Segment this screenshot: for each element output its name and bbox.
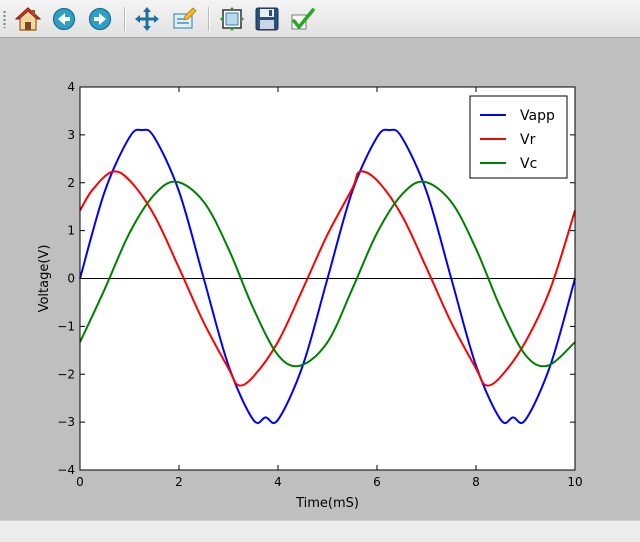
back-button[interactable]: [50, 5, 78, 33]
series-line-vapp: [79, 128, 576, 424]
x-tick-label: 4: [274, 475, 282, 489]
legend-box: [469, 95, 568, 179]
forward-icon: [88, 7, 112, 31]
x-axis-label: Time(mS): [295, 496, 359, 511]
legend-label-vc: Vc: [520, 156, 537, 172]
series-line-vr: [79, 170, 576, 387]
zoom-button[interactable]: [170, 5, 198, 33]
x-tick-label: 6: [373, 475, 381, 489]
legend-label-vapp: Vapp: [520, 108, 555, 124]
y-tick-label: 0: [67, 272, 75, 286]
y-tick-label: 3: [67, 128, 75, 142]
x-tick-label: 2: [175, 475, 183, 489]
y-tick-label: 1: [67, 224, 75, 238]
toolbar-grip[interactable]: [3, 10, 6, 28]
subplots-button[interactable]: [218, 5, 246, 33]
x-tick-label: 10: [567, 475, 582, 489]
legend: Vapp Vr Vc: [469, 95, 568, 179]
y-axis-label: Voltage(V): [37, 245, 52, 313]
legend-label-vr: Vr: [520, 132, 536, 148]
home-icon: [15, 7, 41, 31]
status-bar: [0, 520, 640, 542]
toolbar-separator: [208, 7, 210, 31]
y-tick-label: −4: [57, 463, 75, 477]
save-icon: [255, 7, 279, 31]
edit-curves-button[interactable]: [288, 5, 316, 33]
save-button[interactable]: [253, 5, 281, 33]
y-tick-label: −2: [57, 367, 75, 381]
pan-button[interactable]: [133, 5, 161, 33]
x-tick-label: 0: [76, 475, 84, 489]
series-line-vc: [79, 180, 576, 368]
y-tick-label: 2: [67, 176, 75, 190]
y-tick-label: −3: [57, 415, 75, 429]
edit-curves-icon: [291, 8, 315, 30]
toolbar: [0, 0, 640, 38]
y-tick-label: 4: [67, 80, 75, 94]
pan-icon: [135, 7, 159, 31]
toolbar-separator: [124, 7, 126, 31]
x-tick-label: 8: [472, 475, 480, 489]
back-icon: [52, 7, 76, 31]
subplots-icon: [220, 7, 244, 31]
home-button[interactable]: [14, 5, 42, 33]
figure-canvas[interactable]: 0 2 4 6 8 10 4 3 2 1 0 −1 −2 −3 −4 Time(mS) Voltage(V…: [0, 38, 640, 520]
forward-button[interactable]: [86, 5, 114, 33]
zoom-icon: [173, 7, 197, 29]
y-tick-label: −1: [57, 319, 75, 333]
